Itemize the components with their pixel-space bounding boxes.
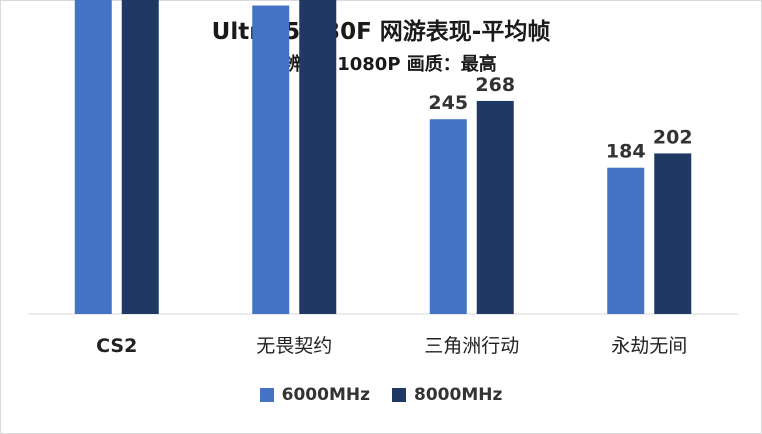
legend-label-series-1: 6000MHz (281, 385, 370, 405)
data-label-4-series-1: 184 (606, 141, 646, 163)
x-tick-label-2: 无畏契约 (256, 335, 332, 357)
x-tick-label-3: 三角洲行动 (424, 335, 519, 357)
bar-3-series-2 (476, 100, 514, 314)
bar-2-series-1 (252, 5, 290, 314)
bar-1-series-2 (121, 0, 159, 314)
legend-swatch-series-2 (392, 388, 406, 402)
bar-4-series-2 (654, 153, 692, 314)
bar-3-series-1 (429, 119, 467, 314)
data-label-2-series-1: 388 (251, 0, 291, 1)
x-tick-label-4: 永劫无间 (611, 335, 687, 357)
data-label-4-series-2: 202 (653, 126, 693, 148)
bar-2-series-2 (299, 0, 337, 314)
bar-4-series-1 (607, 167, 645, 314)
x-tick-label-1: CS2 (96, 335, 137, 357)
legend-item-series-2: 8000MHz (392, 385, 502, 405)
data-label-3-series-2: 268 (475, 74, 515, 96)
bar-1-series-1 (74, 0, 112, 315)
data-label-3-series-1: 245 (428, 92, 468, 114)
legend: 6000MHz 8000MHz (0, 385, 762, 405)
legend-item-series-1: 6000MHz (259, 385, 370, 405)
legend-swatch-series-1 (259, 388, 274, 402)
legend-label-series-2: 8000MHz (414, 385, 503, 405)
